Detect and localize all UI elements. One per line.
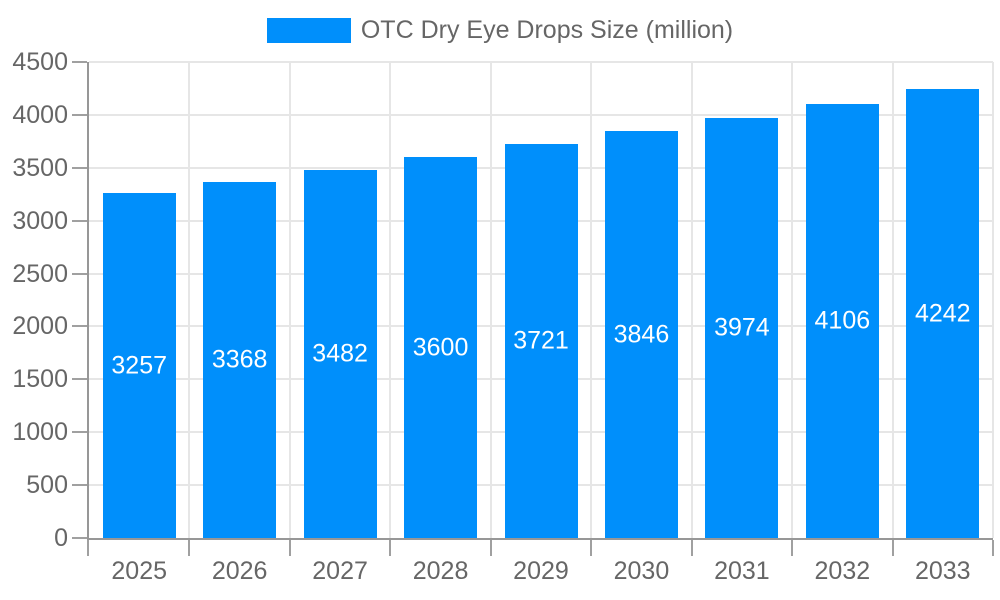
vertical-gridline xyxy=(389,62,392,538)
bar-value-label: 3368 xyxy=(211,345,268,374)
y-axis-tick xyxy=(72,378,87,381)
y-axis-tick xyxy=(72,113,87,116)
x-axis-tick xyxy=(389,540,392,556)
y-axis-tick xyxy=(72,166,87,169)
x-axis-tick xyxy=(791,540,794,556)
vertical-gridline xyxy=(791,62,794,538)
x-axis-tick xyxy=(590,540,593,556)
x-tick-label: 2027 xyxy=(312,557,368,585)
y-axis-tick xyxy=(72,219,87,222)
legend-item[interactable]: OTC Dry Eye Drops Size (million) xyxy=(266,16,734,44)
y-tick-label: 2000 xyxy=(12,312,68,341)
bar-value-label: 4242 xyxy=(914,299,971,328)
y-tick-label: 0 xyxy=(54,524,68,552)
x-tick-label: 2026 xyxy=(211,557,268,585)
legend-label: OTC Dry Eye Drops Size (million) xyxy=(360,16,734,44)
x-axis-tick xyxy=(489,540,492,556)
bar[interactable]: 3482 xyxy=(303,169,377,538)
x-tick-label: 2025 xyxy=(111,557,168,585)
x-axis-tick xyxy=(288,540,291,556)
x-tick-label: 2030 xyxy=(613,557,670,585)
bar-value-label: 3600 xyxy=(412,333,469,362)
x-axis-tick xyxy=(188,540,191,556)
x-tick-label: 2032 xyxy=(814,557,871,585)
y-tick-label: 1000 xyxy=(12,418,68,447)
bar-value-label: 3721 xyxy=(513,326,569,355)
vertical-gridline xyxy=(690,62,693,538)
vertical-gridline xyxy=(891,62,894,538)
y-axis-labels: 0 500 1000 1500 2000 2500 3000 3500 4000 4500 xyxy=(0,48,68,552)
y-tick-label: 500 xyxy=(26,471,68,500)
y-axis-tick xyxy=(72,537,87,539)
horizontal-gridline xyxy=(89,61,993,63)
y-tick-label: 4500 xyxy=(12,48,68,76)
y-tick-label: 3500 xyxy=(12,153,68,182)
bar[interactable]: 3257 xyxy=(102,193,176,538)
y-axis-tick xyxy=(72,484,87,487)
bar[interactable]: 3846 xyxy=(604,131,678,538)
vertical-gridline xyxy=(590,62,593,538)
vertical-gridline xyxy=(288,62,291,538)
x-axis-labels: 2025 2026 2027 2028 2029 2030 2031 2032 2033 xyxy=(89,556,993,590)
vertical-gridline xyxy=(188,62,191,538)
y-tick-label: 2500 xyxy=(12,259,68,288)
x-tick-label: 2031 xyxy=(714,557,770,585)
bar[interactable]: 4242 xyxy=(906,89,980,538)
x-axis-tick xyxy=(87,540,89,556)
bar-value-label: 3846 xyxy=(613,320,670,349)
bar[interactable]: 4106 xyxy=(805,103,879,538)
y-axis-tick xyxy=(72,272,87,275)
bar[interactable]: 3368 xyxy=(203,181,277,538)
legend-swatch xyxy=(266,18,351,43)
x-tick-label: 2033 xyxy=(914,557,971,585)
x-axis-tick xyxy=(690,540,693,556)
y-tick-label: 4000 xyxy=(12,100,68,129)
bar-value-label: 3974 xyxy=(714,313,770,342)
y-tick-label: 1500 xyxy=(12,365,68,394)
plot-area: 3257 3368 3482 3600 3721 3846 3974 4106 4242 xyxy=(72,61,994,556)
x-axis-tick xyxy=(992,540,994,556)
horizontal-gridline xyxy=(89,113,993,116)
x-axis-tick xyxy=(891,540,894,556)
bar-value-label: 3482 xyxy=(312,339,368,368)
bar[interactable]: 3974 xyxy=(705,117,779,538)
bar[interactable]: 3600 xyxy=(404,157,478,538)
y-axis-tick xyxy=(72,431,87,434)
y-tick-label: 3000 xyxy=(12,206,68,235)
x-tick-label: 2029 xyxy=(513,557,569,585)
vertical-gridline xyxy=(992,62,994,538)
bar-value-label: 4106 xyxy=(814,306,871,335)
y-axis-tick xyxy=(72,61,87,63)
bar-value-label: 3257 xyxy=(111,351,168,380)
vertical-gridline xyxy=(489,62,492,538)
legend: OTC Dry Eye Drops Size (million) xyxy=(0,18,1000,43)
x-tick-label: 2028 xyxy=(412,557,469,585)
y-axis-tick xyxy=(72,325,87,328)
bar[interactable]: 3721 xyxy=(504,144,578,538)
